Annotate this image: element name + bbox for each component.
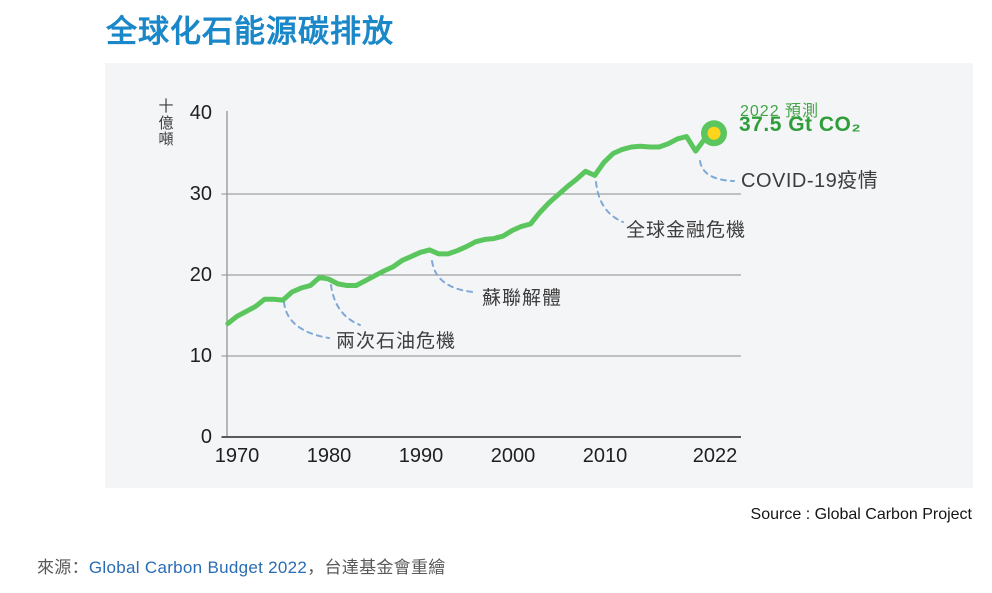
- xtick-label-1990: 1990: [398, 445, 444, 467]
- leader-soviet-collapse: [431, 260, 474, 293]
- caption-prefix: 來源：: [37, 558, 89, 577]
- forecast-marker-dot: [707, 126, 721, 140]
- forecast-label-year: 2022 預測: [740, 103, 820, 120]
- xtick-label-1970: 1970: [214, 445, 260, 467]
- forecast-label-value: 37.5 Gt CO₂: [739, 113, 862, 136]
- annotation-soviet-collapse: 蘇聯解體: [482, 288, 563, 309]
- xtick-label-2022: 2022: [692, 445, 738, 467]
- ytick-label-30: 30: [189, 183, 212, 205]
- ytick-label-40: 40: [189, 102, 212, 124]
- xtick-label-2000: 2000: [490, 445, 536, 467]
- ytick-label-0: 0: [200, 426, 212, 448]
- ytick-label-20: 20: [189, 264, 212, 286]
- xtick-label-2010: 2010: [582, 445, 628, 467]
- emissions-chart: [221, 111, 741, 438]
- emissions-line: [225, 130, 717, 327]
- annotation-covid: COVID-19疫情: [741, 170, 879, 192]
- page-title: 全球化石能源碳排放: [106, 14, 394, 49]
- caption-source-link[interactable]: Global Carbon Budget 2022: [88, 558, 308, 577]
- source-note: Source : Global Carbon Project: [750, 506, 972, 523]
- leader-oil-crisis-1: [283, 301, 330, 339]
- leader-covid: [699, 160, 735, 182]
- annotation-oil-crisis: 兩次石油危機: [336, 331, 457, 352]
- leader-financial-crisis: [595, 181, 624, 223]
- leader-oil-crisis-2: [330, 284, 361, 326]
- caption: 來源：Global Carbon Budget 2022，台達基金會重繪: [37, 553, 446, 578]
- annotation-financial-crisis: 全球金融危機: [626, 220, 747, 241]
- y-axis-unit-label: 十億噸: [158, 98, 174, 148]
- caption-suffix: ，台達基金會重繪: [307, 558, 446, 577]
- xtick-label-1980: 1980: [306, 445, 352, 467]
- ytick-label-10: 10: [189, 345, 212, 367]
